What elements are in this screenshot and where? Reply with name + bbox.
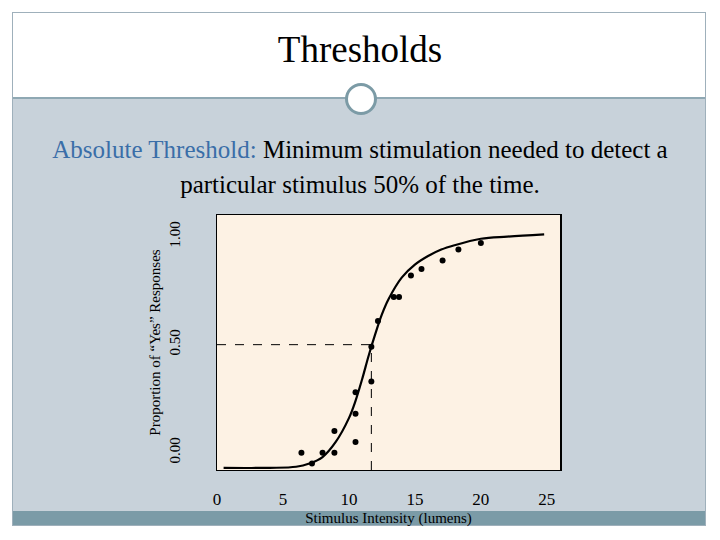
svg-text:0: 0 [213, 490, 222, 509]
svg-text:1.00: 1.00 [167, 221, 183, 247]
svg-text:Stimulus Intensity (lumens): Stimulus Intensity (lumens) [305, 510, 472, 527]
svg-text:Proportion of “Yes” Responses: Proportion of “Yes” Responses [147, 249, 163, 436]
svg-text:25: 25 [538, 490, 555, 509]
svg-text:0.00: 0.00 [167, 437, 183, 463]
svg-text:20: 20 [472, 490, 489, 509]
html-text:Absolute Threshold: Minimum st: Absolute Threshold: Minimum stimulation … [52, 136, 668, 198]
svg-text:15: 15 [406, 490, 423, 509]
html-text:Thresholds: Thresholds [277, 29, 443, 70]
svg-text:10: 10 [340, 490, 357, 509]
svg-text:0.50: 0.50 [167, 329, 183, 355]
svg-text:5: 5 [279, 490, 288, 509]
